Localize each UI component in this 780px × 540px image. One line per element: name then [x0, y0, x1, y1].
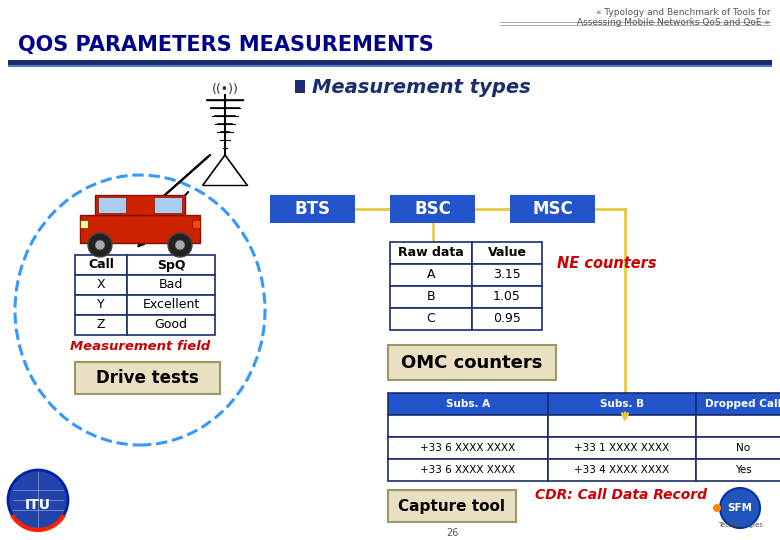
Bar — [192, 220, 200, 228]
Bar — [127, 295, 215, 315]
Bar — [548, 437, 696, 459]
Text: Capture tool: Capture tool — [399, 498, 505, 514]
Bar — [388, 415, 548, 437]
Bar — [8, 60, 772, 65]
Bar — [510, 195, 595, 223]
Circle shape — [175, 240, 185, 250]
Bar — [75, 315, 127, 335]
Text: Value: Value — [488, 246, 526, 260]
Text: +33 6 XXXX XXXX: +33 6 XXXX XXXX — [420, 465, 516, 475]
Text: Measurement types: Measurement types — [312, 78, 530, 97]
Bar — [80, 215, 200, 243]
Bar — [472, 286, 542, 308]
Text: Yes: Yes — [735, 465, 752, 475]
Bar — [270, 195, 355, 223]
Bar — [127, 315, 215, 335]
Text: X: X — [97, 279, 105, 292]
Bar — [388, 437, 548, 459]
Text: Call: Call — [88, 259, 114, 272]
Bar — [472, 308, 542, 330]
Text: SFM: SFM — [728, 503, 753, 513]
Text: No: No — [736, 443, 750, 453]
Bar — [95, 195, 185, 215]
Circle shape — [88, 233, 112, 257]
Text: ((•)): ((•)) — [211, 83, 239, 96]
Text: Excellent: Excellent — [143, 299, 200, 312]
Text: BTS: BTS — [295, 200, 331, 218]
Bar — [75, 295, 127, 315]
Circle shape — [168, 233, 192, 257]
Text: +33 1 XXXX XXXX: +33 1 XXXX XXXX — [574, 443, 669, 453]
Text: Good: Good — [154, 319, 187, 332]
Text: Measurement field: Measurement field — [70, 340, 210, 353]
Bar — [388, 459, 548, 481]
Text: CDR: Call Data Record: CDR: Call Data Record — [535, 488, 707, 502]
Bar — [696, 415, 780, 437]
Bar — [390, 242, 472, 264]
Bar — [154, 197, 182, 213]
Bar — [75, 255, 127, 275]
Bar — [75, 362, 220, 394]
Bar — [548, 393, 696, 415]
Bar — [696, 393, 780, 415]
Bar — [696, 459, 780, 481]
Text: 1.05: 1.05 — [493, 291, 521, 303]
Text: Dropped Call: Dropped Call — [705, 399, 780, 409]
Bar — [390, 286, 472, 308]
Text: Bad: Bad — [159, 279, 183, 292]
Circle shape — [720, 488, 760, 528]
Text: Y: Y — [98, 299, 105, 312]
Bar — [98, 197, 126, 213]
Text: « Typology and Benchmark of Tools for
Assessing Mobile Networks QoS and QoE »: « Typology and Benchmark of Tools for As… — [577, 8, 770, 28]
Bar — [390, 195, 475, 223]
Circle shape — [8, 470, 68, 530]
Circle shape — [95, 240, 105, 250]
Text: ITU: ITU — [25, 498, 51, 512]
Text: 3.15: 3.15 — [493, 268, 521, 281]
Bar — [388, 393, 548, 415]
Text: Technologies: Technologies — [718, 522, 762, 528]
Bar — [390, 264, 472, 286]
Bar — [472, 264, 542, 286]
Bar — [75, 275, 127, 295]
Text: B: B — [427, 291, 435, 303]
Bar — [295, 80, 305, 93]
Text: MSC: MSC — [532, 200, 573, 218]
Text: Subs. B: Subs. B — [600, 399, 644, 409]
Bar — [548, 415, 696, 437]
Text: OMC counters: OMC counters — [402, 354, 543, 372]
Bar — [696, 437, 780, 459]
Text: Drive tests: Drive tests — [96, 369, 199, 387]
Text: BSC: BSC — [414, 200, 451, 218]
Bar — [8, 65, 772, 67]
Text: A: A — [427, 268, 435, 281]
Text: SpQ: SpQ — [157, 259, 186, 272]
Text: C: C — [427, 313, 435, 326]
Text: +33 6 XXXX XXXX: +33 6 XXXX XXXX — [420, 443, 516, 453]
Text: 26: 26 — [446, 528, 458, 538]
Text: 0.95: 0.95 — [493, 313, 521, 326]
Bar — [390, 308, 472, 330]
Text: QOS PARAMETERS MEASUREMENTS: QOS PARAMETERS MEASUREMENTS — [18, 35, 434, 55]
Text: Raw data: Raw data — [398, 246, 464, 260]
Bar — [548, 459, 696, 481]
Bar — [127, 275, 215, 295]
Bar — [80, 220, 88, 228]
Text: Subs. A: Subs. A — [446, 399, 490, 409]
Bar — [388, 345, 556, 380]
Bar — [127, 255, 215, 275]
Circle shape — [713, 504, 721, 512]
Text: Z: Z — [97, 319, 105, 332]
Text: NE counters: NE counters — [557, 256, 657, 272]
Bar — [388, 490, 516, 522]
Bar — [472, 242, 542, 264]
Text: +33 4 XXXX XXXX: +33 4 XXXX XXXX — [574, 465, 669, 475]
